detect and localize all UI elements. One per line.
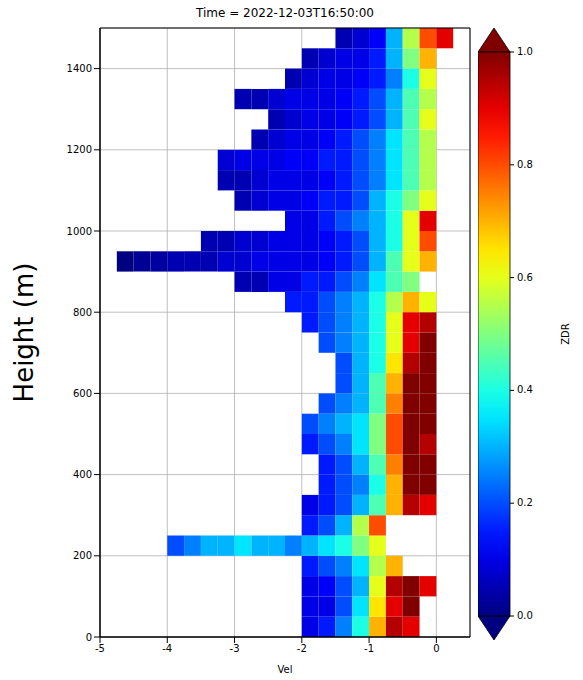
svg-text:Height (m): Height (m) — [9, 263, 39, 403]
svg-text:0.2: 0.2 — [517, 497, 533, 508]
svg-text:0.6: 0.6 — [517, 272, 533, 283]
svg-text:ZDR: ZDR — [560, 323, 571, 345]
svg-text:0: 0 — [86, 632, 92, 643]
svg-text:1200: 1200 — [67, 144, 92, 155]
svg-text:800: 800 — [73, 307, 92, 318]
html-text:Time = 2022-12-03T16:50:00: Time = 2022-12-03T16:50:00 — [196, 6, 374, 20]
svg-text:1.0: 1.0 — [517, 46, 533, 57]
svg-text:-2: -2 — [297, 643, 307, 654]
svg-text:600: 600 — [73, 388, 92, 399]
svg-text:0.4: 0.4 — [517, 384, 533, 395]
svg-text:0.8: 0.8 — [517, 159, 533, 170]
svg-text:-3: -3 — [230, 643, 240, 654]
svg-text:1400: 1400 — [67, 63, 92, 74]
svg-text:200: 200 — [73, 550, 92, 561]
svg-text:Vel: Vel — [278, 664, 293, 675]
svg-text:0.0: 0.0 — [517, 610, 533, 621]
svg-text:-4: -4 — [162, 643, 172, 654]
svg-text:400: 400 — [73, 469, 92, 480]
svg-text:0: 0 — [433, 643, 439, 654]
svg-text:-1: -1 — [364, 643, 374, 654]
svg-text:-5: -5 — [95, 643, 105, 654]
svg-text:1000: 1000 — [67, 226, 92, 237]
